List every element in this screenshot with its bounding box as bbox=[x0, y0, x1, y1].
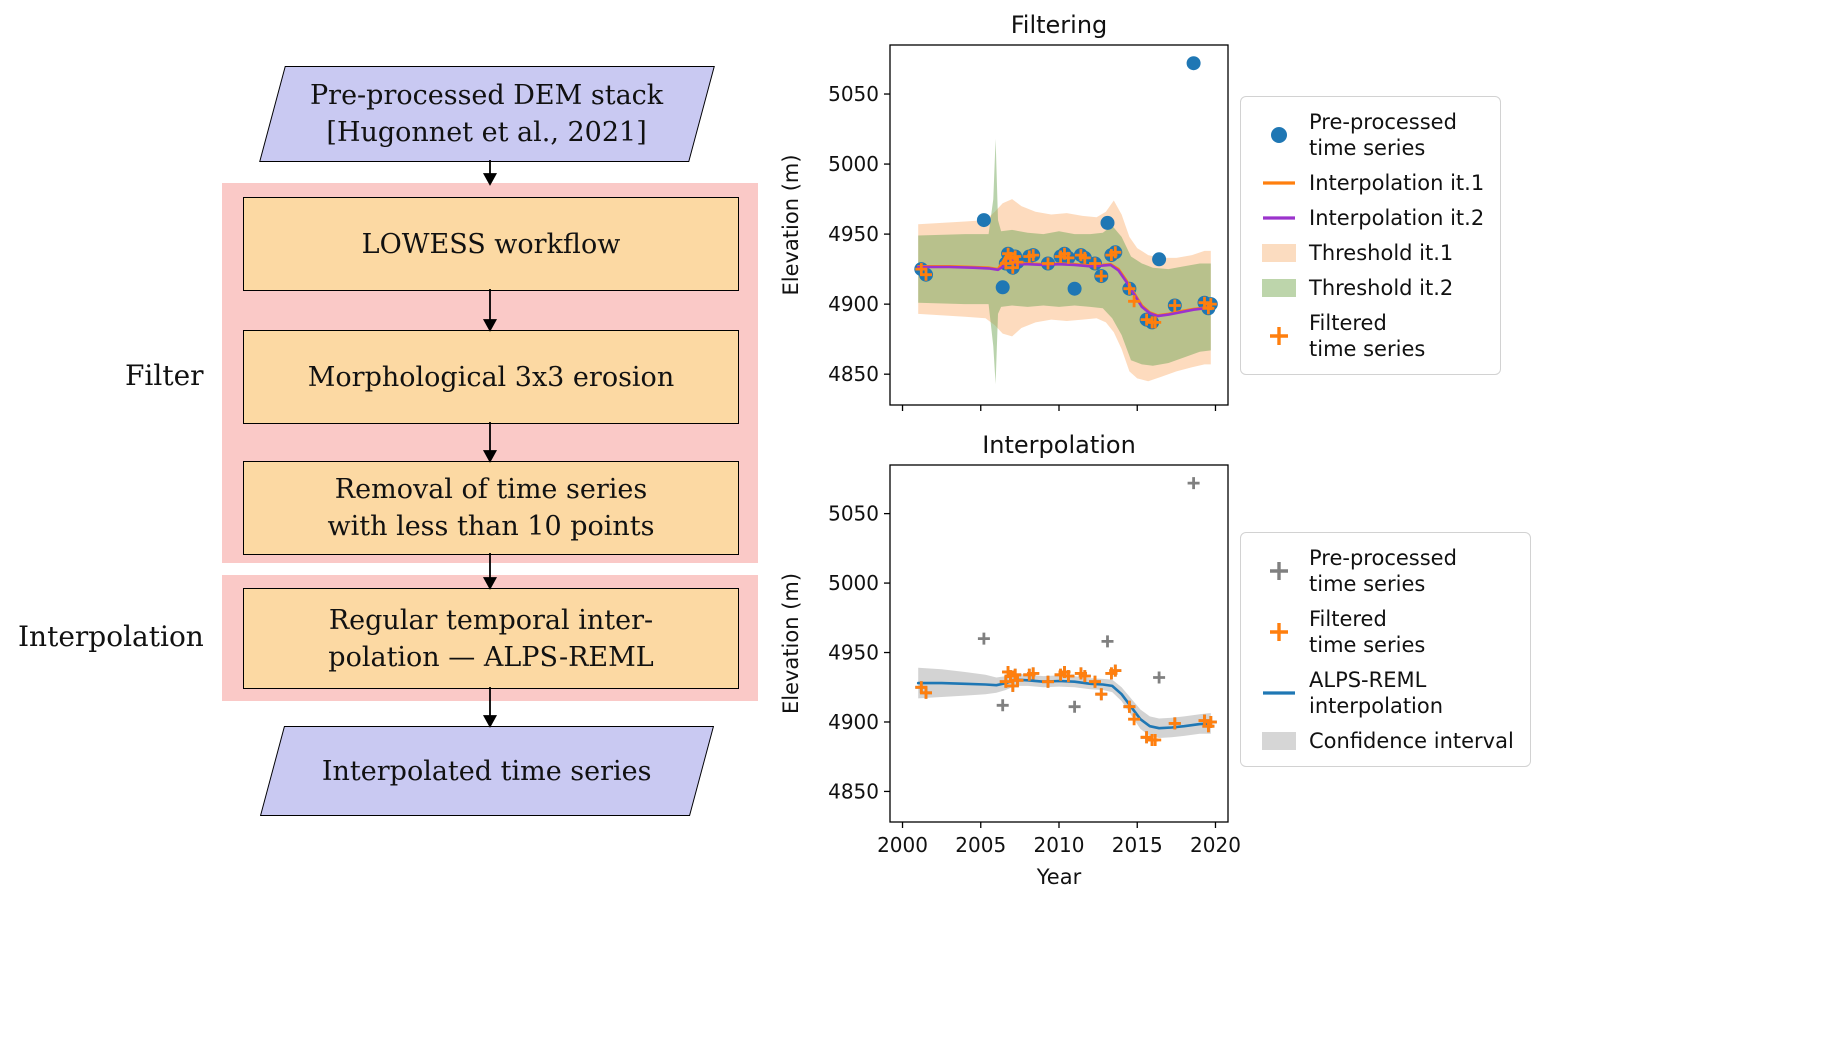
y-axis-label: Elevation (m) bbox=[779, 573, 803, 714]
y-tick-label: 4850 bbox=[828, 362, 879, 386]
dem-stack-line1: Pre-processed DEM stack bbox=[310, 80, 664, 111]
line-interpolation-it-2 bbox=[916, 256, 1213, 318]
y-tick-label: 4900 bbox=[828, 292, 879, 316]
alps-line2: polation — ALPS-REML bbox=[328, 641, 654, 673]
y-tick-label: 4850 bbox=[828, 779, 879, 803]
legend-entry: Threshold it.2 bbox=[1257, 275, 1484, 301]
filtering-chart: 4850 4900 4950 5000 5050 Filtering Elevation (… bbox=[770, 8, 1240, 432]
filtering-legend: Pre-processed time series Interpolation it… bbox=[1240, 96, 1502, 375]
x-tick-label: 2000 bbox=[877, 833, 928, 857]
legend-label: ALPS-REML interpolation bbox=[1309, 668, 1444, 718]
legend-entry: Interpolation it.2 bbox=[1257, 205, 1484, 231]
legend-label: Confidence interval bbox=[1309, 729, 1514, 753]
flowchart: Pre-processed DEM stack [Hugonnet et al.… bbox=[0, 0, 780, 900]
legend-entry: Filtered time series bbox=[1257, 310, 1484, 362]
plus-marker-icon bbox=[1257, 619, 1301, 645]
legend-entry: ALPS-REML interpolation bbox=[1257, 667, 1514, 719]
output-label: Interpolated time series bbox=[322, 755, 652, 787]
interpolation-legend: Pre-processed time series Filtered time ser… bbox=[1240, 532, 1531, 767]
band-marker-icon bbox=[1257, 728, 1301, 754]
legend-entry: Pre-processed time series bbox=[1257, 109, 1484, 161]
line-marker-icon bbox=[1257, 205, 1301, 231]
y-tick-label: 4950 bbox=[828, 222, 879, 246]
filter-group-label: Filter bbox=[125, 359, 204, 392]
y-tick-label: 4900 bbox=[828, 710, 879, 734]
legend-entry: Confidence interval bbox=[1257, 728, 1514, 754]
chart-title: Interpolation bbox=[982, 432, 1136, 459]
y-tick-label: 5000 bbox=[828, 152, 879, 176]
flow-step-removal: Removal of time series with less than 10… bbox=[243, 461, 739, 555]
legend-label: Filtered time series bbox=[1309, 607, 1426, 657]
legend-entry: Filtered time series bbox=[1257, 606, 1514, 658]
lowess-label: LOWESS workflow bbox=[361, 228, 621, 260]
line-alps-reml-interpolation bbox=[916, 678, 1213, 730]
erosion-label: Morphological 3x3 erosion bbox=[307, 361, 675, 393]
legend-label: Threshold it.1 bbox=[1309, 241, 1454, 265]
x-tick-label: 2005 bbox=[955, 833, 1006, 857]
legend-entry: Pre-processed time series bbox=[1257, 545, 1514, 597]
flow-step-erosion: Morphological 3x3 erosion bbox=[243, 330, 739, 424]
scatter-pluses bbox=[915, 477, 1217, 746]
line-marker-icon bbox=[1257, 170, 1301, 196]
legend-label: Pre-processed time series bbox=[1309, 110, 1457, 160]
y-tick-label: 4950 bbox=[828, 641, 879, 665]
alps-text: Regular temporal inter- polation — ALPS-… bbox=[328, 602, 653, 676]
band-marker-icon bbox=[1257, 240, 1301, 266]
flow-node-dem-stack-text: Pre-processed DEM stack [Hugonnet et al.… bbox=[310, 77, 663, 151]
x-tick-label: 2010 bbox=[1034, 833, 1085, 857]
dot-marker-icon bbox=[1257, 122, 1301, 148]
chart-title: Filtering bbox=[1011, 11, 1108, 39]
legend-entry: Threshold it.1 bbox=[1257, 240, 1484, 266]
plus-marker-icon bbox=[1257, 323, 1301, 349]
flow-step-lowess: LOWESS workflow bbox=[243, 197, 739, 291]
y-tick-label: 5000 bbox=[828, 571, 879, 595]
legend-label: Filtered time series bbox=[1309, 311, 1426, 361]
plus-marker-icon bbox=[1257, 558, 1301, 584]
y-tick-label: 5050 bbox=[828, 82, 879, 106]
scatter-pluses bbox=[915, 246, 1217, 329]
legend-label: Interpolation it.2 bbox=[1309, 206, 1485, 230]
removal-text: Removal of time series with less than 10… bbox=[328, 471, 655, 545]
dem-stack-line2: [Hugonnet et al., 2021] bbox=[326, 117, 648, 148]
legend-label: Interpolation it.1 bbox=[1309, 171, 1485, 195]
flow-step-alps-reml: Regular temporal inter- polation — ALPS-… bbox=[243, 588, 739, 689]
removal-line2: with less than 10 points bbox=[327, 511, 655, 542]
legend-label: Pre-processed time series bbox=[1309, 546, 1457, 596]
arrow-head-icon bbox=[482, 715, 498, 728]
chart-svg: 4850 4900 4950 5000 5050 Filtering Elevation (… bbox=[779, 11, 1229, 411]
legend-entry: Interpolation it.1 bbox=[1257, 170, 1484, 196]
flow-node-output: Interpolated time series bbox=[259, 726, 715, 816]
line-marker-icon bbox=[1257, 680, 1301, 706]
x-tick-label: 2015 bbox=[1112, 833, 1163, 857]
interpolation-group-label: Interpolation bbox=[18, 620, 204, 653]
alps-line1: Regular temporal inter- bbox=[328, 604, 654, 636]
y-axis-label: Elevation (m) bbox=[779, 154, 803, 295]
y-tick-label: 5050 bbox=[828, 502, 879, 526]
x-tick-label: 2020 bbox=[1190, 833, 1240, 857]
scatter-pluses bbox=[915, 664, 1217, 746]
flow-node-dem-stack: Pre-processed DEM stack [Hugonnet et al.… bbox=[259, 66, 715, 162]
legend-label: Threshold it.2 bbox=[1309, 276, 1454, 300]
interpolation-chart: 4850 4900 4950 5000 5050 2000 2005 2010 2015 2020… bbox=[770, 431, 1241, 902]
band-marker-icon bbox=[1257, 275, 1301, 301]
removal-line1: Removal of time series bbox=[334, 474, 648, 505]
chart-svg: 4850 4900 4950 5000 5050 2000 2005 2010 2015 2020… bbox=[779, 431, 1241, 889]
x-axis-label: Year bbox=[1036, 865, 1082, 889]
